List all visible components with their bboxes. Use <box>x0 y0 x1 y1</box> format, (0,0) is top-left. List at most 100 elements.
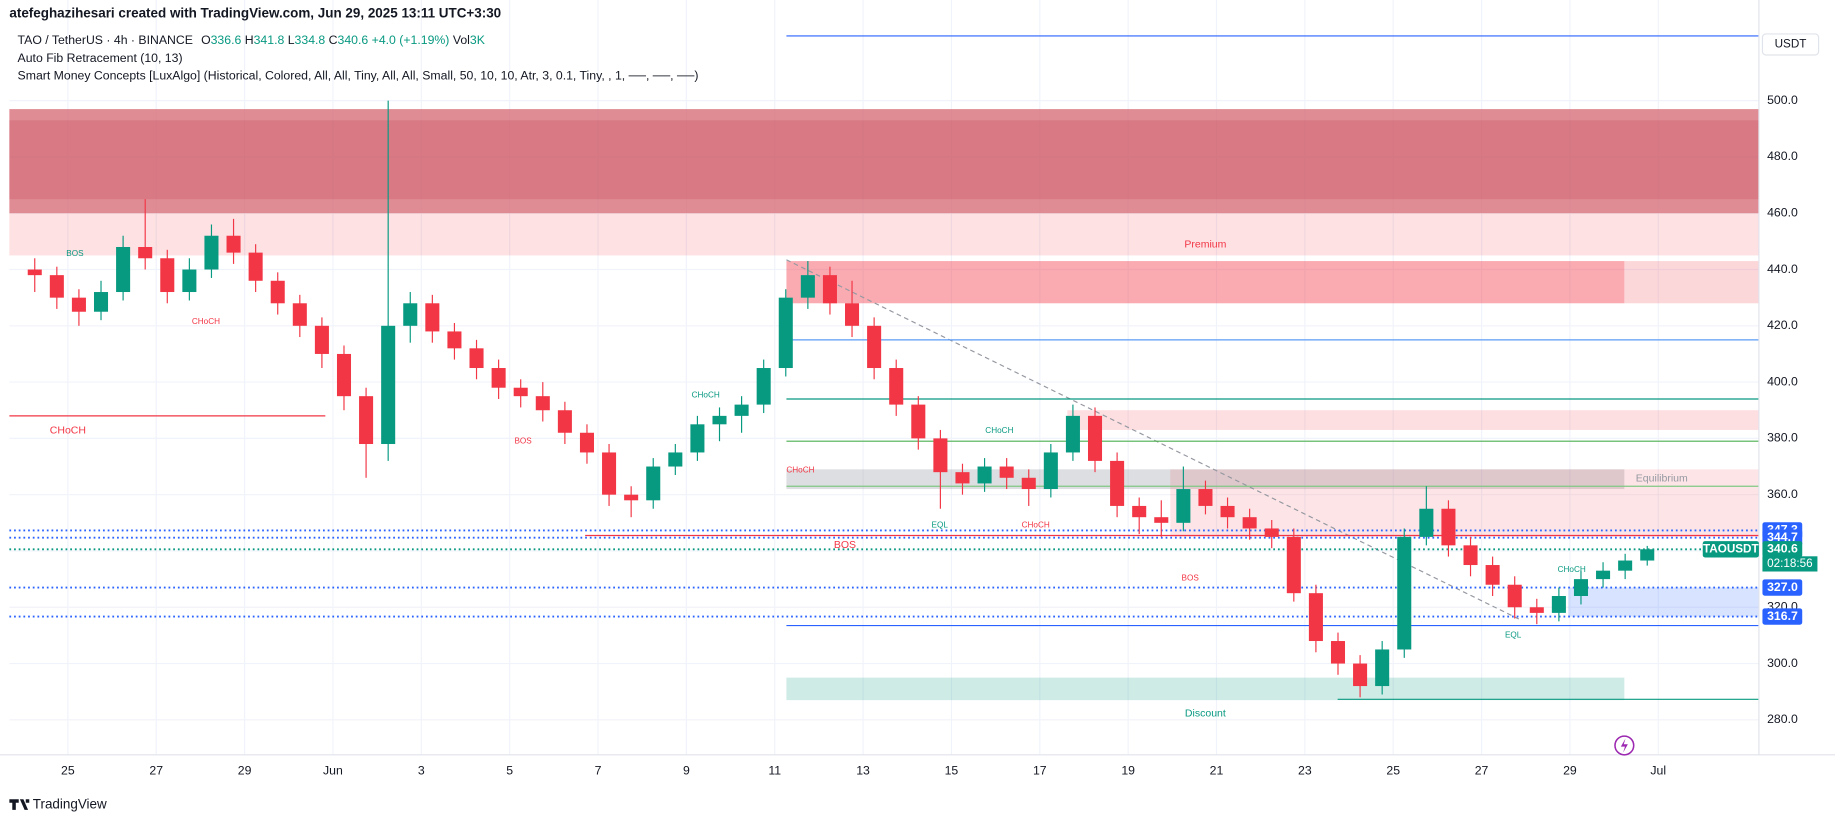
zone <box>9 213 1759 256</box>
branding: TradingView <box>33 797 107 812</box>
candle-body <box>1110 460 1125 506</box>
indicator-name[interactable]: Auto Fib Retracement (10, 13) <box>18 51 183 65</box>
y-tick-label: 300.0 <box>1767 656 1798 670</box>
alert-bolt <box>1620 738 1628 753</box>
x-tick-label: 29 <box>1563 763 1577 777</box>
candle-body <box>403 303 418 326</box>
x-tick-label: 17 <box>1033 763 1047 777</box>
candle-body <box>1419 508 1434 537</box>
tradingview-logo <box>9 799 30 810</box>
zone-layer <box>9 109 1759 701</box>
zone <box>9 109 1759 214</box>
currency[interactable]: USDT <box>1775 38 1807 51</box>
candle-body <box>602 452 617 495</box>
annotation: EQL <box>1505 631 1522 640</box>
x-tick-label: 23 <box>1298 763 1312 777</box>
candle-body <box>1220 505 1235 518</box>
indicator-name[interactable]: Smart Money Concepts [LuxAlgo] (Historic… <box>18 68 699 82</box>
candle-body <box>27 269 42 276</box>
legend-row: TAO / TetherUS · 4h · BINANCE O336.6 H34… <box>18 33 486 47</box>
candle-body <box>1463 545 1478 566</box>
candle-body <box>1551 595 1566 613</box>
candle-body <box>381 325 396 445</box>
x-tick-label: Jun <box>323 763 343 777</box>
y-tick-label: 400.0 <box>1767 374 1798 388</box>
candle-body <box>93 292 109 312</box>
candle-body <box>1507 584 1522 608</box>
zone <box>786 677 1625 701</box>
price-box-label: 344.7 <box>1767 530 1798 544</box>
candle-body <box>1264 528 1279 537</box>
candle-body <box>1308 593 1323 642</box>
candle-body <box>292 303 307 326</box>
candle-body <box>425 303 440 332</box>
candle-body <box>1618 560 1633 571</box>
candle-body <box>845 303 860 326</box>
x-tick-label: 15 <box>945 763 959 777</box>
x-tick-label: 27 <box>149 763 163 777</box>
candle-body <box>977 466 992 484</box>
candle-body <box>712 415 727 425</box>
candle-body <box>1441 508 1456 546</box>
l-label: L <box>288 33 295 47</box>
x-tick-label: 19 <box>1121 763 1135 777</box>
candle-body <box>1065 415 1080 453</box>
zone <box>1568 587 1759 617</box>
candle-body <box>579 432 594 453</box>
currency-button[interactable] <box>1761 33 1820 56</box>
candle-body <box>138 246 153 259</box>
annotation: Premium <box>1184 238 1226 250</box>
vol-label: Vol <box>453 33 470 47</box>
change: +4.0 (+1.19%) <box>372 33 450 47</box>
y-tick-label: 500.0 <box>1767 93 1798 107</box>
candle-body <box>1640 549 1655 561</box>
candle-body <box>690 424 705 453</box>
candle-body <box>800 275 815 298</box>
candle-body <box>116 246 131 293</box>
x-tick-label: 25 <box>61 763 75 777</box>
candle-body <box>911 404 926 439</box>
candle-body <box>226 235 241 253</box>
label-layer: Premium Equilibrium Discount BOS CHoCH CHoCH B… <box>50 238 1688 719</box>
y-tick-label: 420.0 <box>1767 318 1798 332</box>
candle-body <box>1330 641 1346 664</box>
alert-icon[interactable] <box>1614 735 1635 756</box>
candle-body <box>646 466 661 501</box>
x-tick-label: 21 <box>1210 763 1224 777</box>
candle-body <box>557 410 572 433</box>
x-tick-label: Jul <box>1650 763 1666 777</box>
price-box-label: 340.6 <box>1767 542 1798 556</box>
candle-body <box>734 404 749 416</box>
candle-body <box>1021 477 1036 490</box>
zone <box>1170 469 1759 537</box>
symbol-tag-label: TAOUSDT <box>1703 542 1759 555</box>
candle-body <box>204 235 219 270</box>
x-tick-label: 3 <box>418 763 425 777</box>
x-tick-label: 25 <box>1386 763 1400 777</box>
candle-body <box>336 353 352 397</box>
annotation: BOS <box>1182 573 1200 582</box>
candle-body <box>491 368 506 388</box>
annotation: CHoCH <box>786 466 814 475</box>
countdown-box <box>1762 556 1818 572</box>
candle-body <box>668 452 683 467</box>
annotation: CHoCH <box>692 391 720 400</box>
zone <box>786 469 1625 490</box>
candle-body <box>1529 607 1544 613</box>
candle-body <box>822 275 837 304</box>
candle-body <box>248 252 263 281</box>
candle-body <box>1176 489 1191 523</box>
candle-body <box>1573 579 1588 596</box>
x-tick-label: 13 <box>856 763 870 777</box>
candle-body <box>1596 570 1611 580</box>
candle-body <box>756 368 771 405</box>
candle-body <box>535 396 550 411</box>
annotation: CHoCH <box>50 424 86 436</box>
annotation: CHoCH <box>985 426 1013 435</box>
price-box-label: 316.7 <box>1767 609 1798 623</box>
y-tick-label: 360.0 <box>1767 487 1798 501</box>
candle-body <box>1353 663 1368 687</box>
symbol: TAO / TetherUS · 4h · BINANCE <box>18 33 193 47</box>
candle-body <box>933 438 948 473</box>
